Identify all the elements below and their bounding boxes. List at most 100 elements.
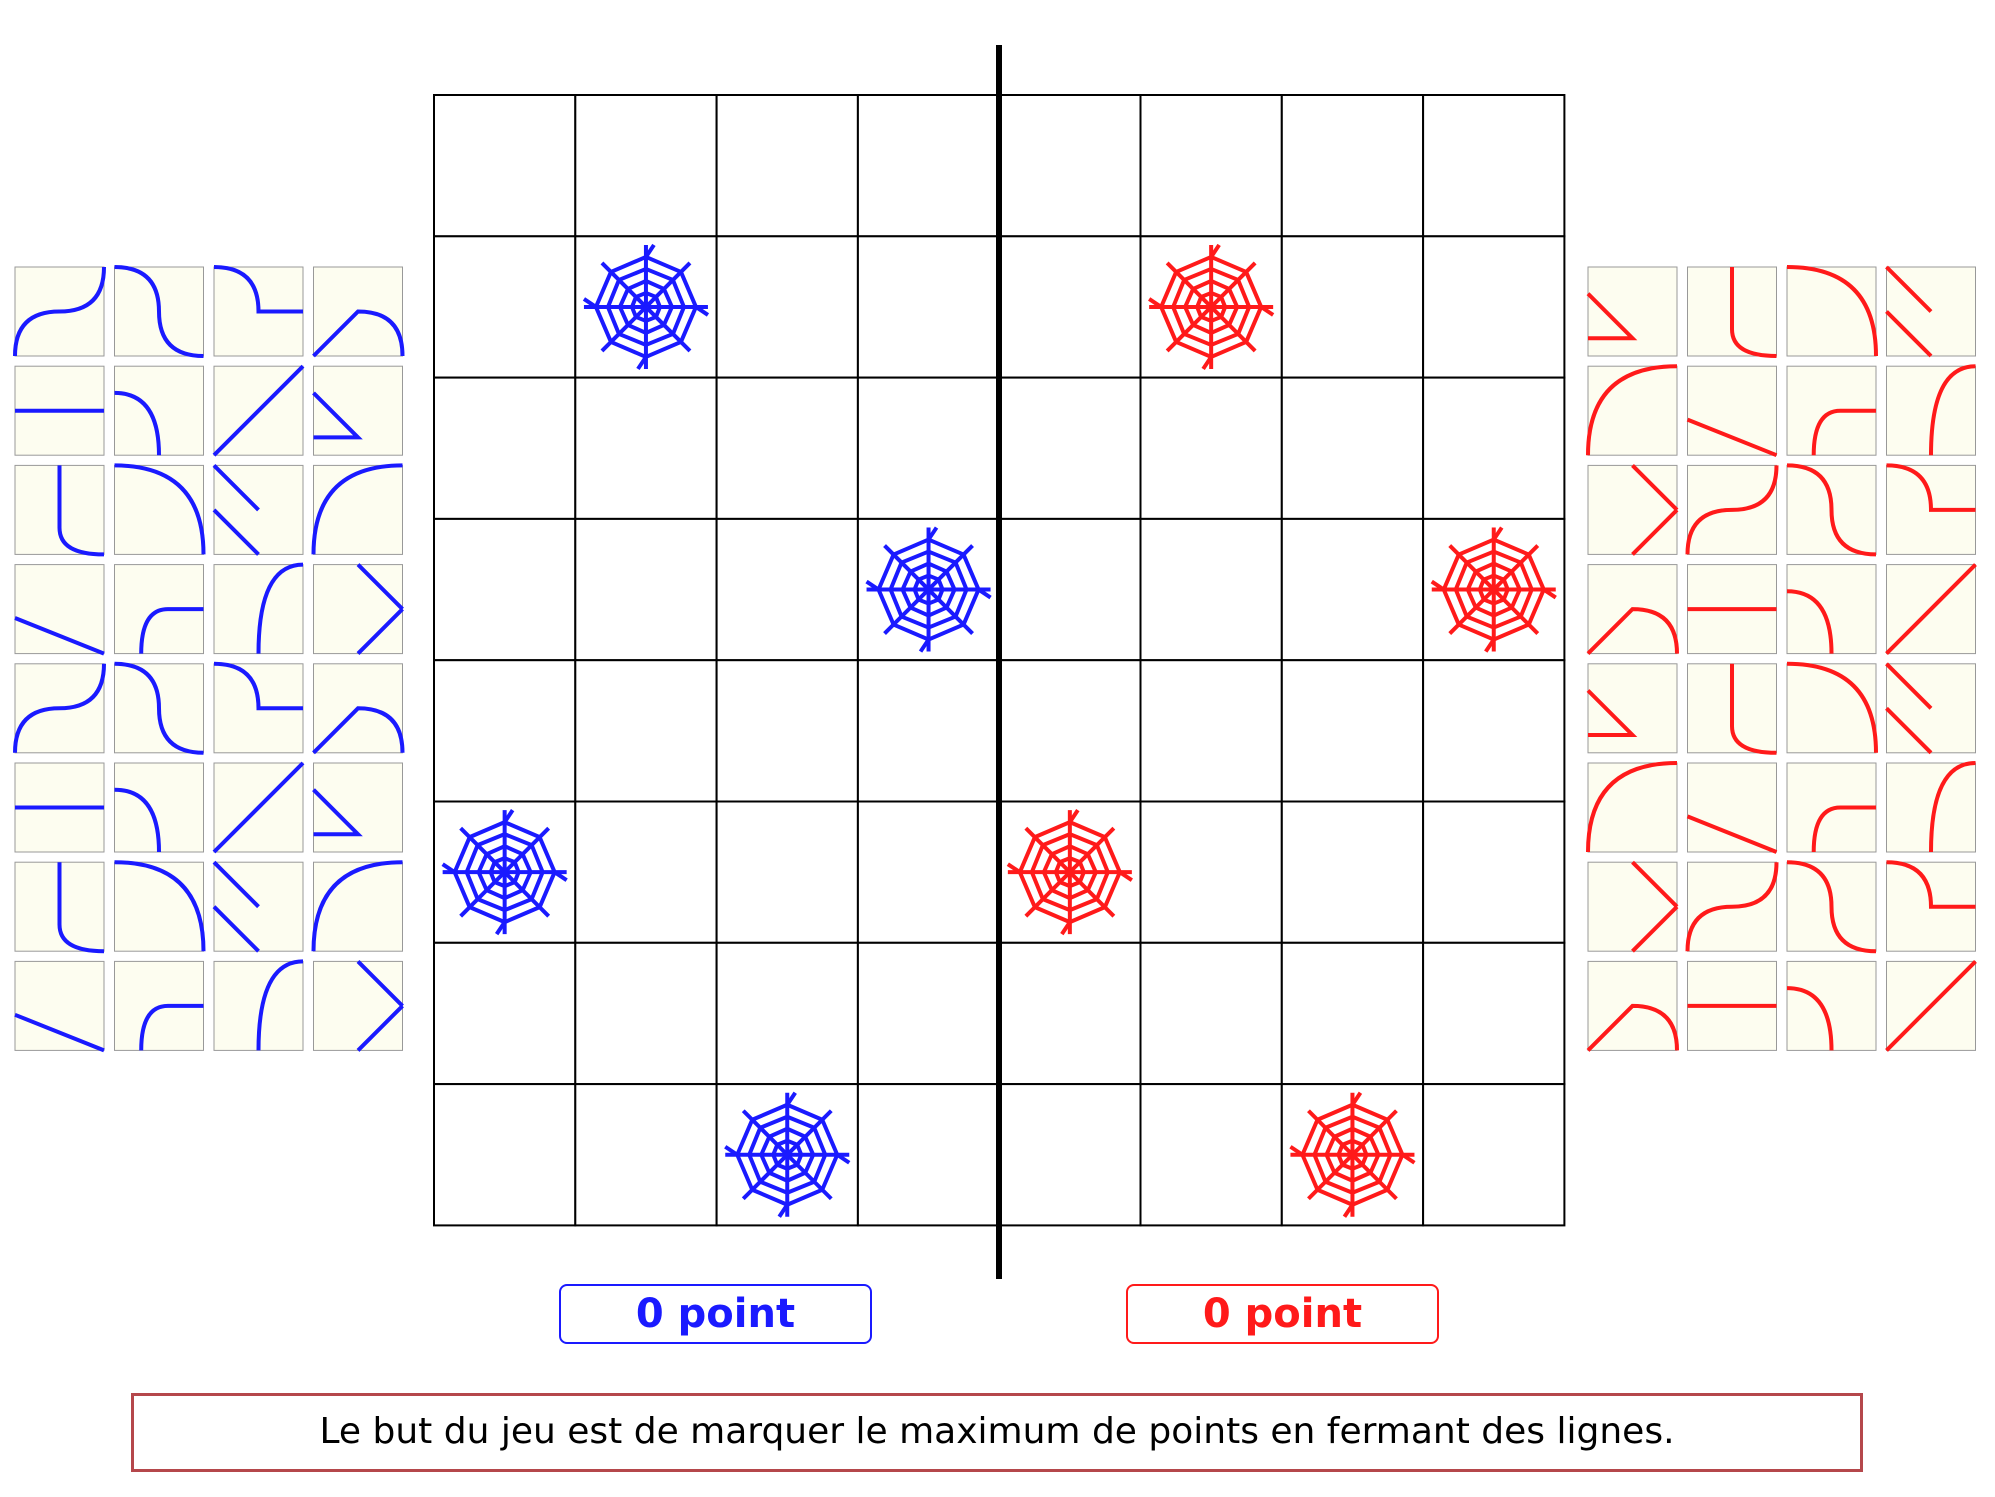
- tile-line: [1811, 408, 1876, 456]
- tile-line: [1586, 607, 1680, 656]
- tile-path: [12, 266, 107, 357]
- board-cell: [1422, 1083, 1566, 1227]
- spider-web: [440, 808, 569, 937]
- tile-path: [312, 788, 363, 837]
- board-cell: [856, 1083, 1001, 1227]
- blue-score: 0 point: [559, 1284, 872, 1344]
- board-cell: [1139, 659, 1283, 803]
- board-cell: [1422, 800, 1566, 944]
- board-cell: [715, 94, 859, 238]
- tile: [313, 762, 403, 853]
- tile-line: [114, 661, 204, 755]
- tile-path: [1631, 463, 1679, 556]
- tile-line: [356, 959, 404, 1052]
- tile-path: [1586, 1003, 1680, 1052]
- tile-line: [114, 787, 162, 853]
- tile-line: [114, 860, 206, 952]
- tile-path: [57, 465, 105, 557]
- tile-path: [312, 309, 405, 358]
- tile-line: [1729, 663, 1777, 755]
- tile-path: [1686, 814, 1778, 854]
- tile-line: [139, 607, 204, 654]
- tile-line: [14, 1012, 105, 1053]
- tile-line: [256, 959, 304, 1051]
- board-cell: [574, 800, 718, 944]
- tile-line: [1886, 463, 1976, 512]
- tile-path: [139, 607, 204, 654]
- tile-path: [14, 616, 105, 656]
- tile: [1786, 266, 1877, 357]
- tile-path: [114, 264, 204, 359]
- tile-line: [311, 860, 403, 952]
- tile-line: [57, 465, 105, 557]
- board-cell: [1139, 94, 1283, 238]
- board-cell: [433, 941, 577, 1086]
- tile-line: [1585, 364, 1678, 456]
- tile-line: [212, 463, 260, 556]
- board-cell: [856, 376, 1001, 520]
- tile-line: [1685, 862, 1779, 952]
- tile-path: [256, 562, 304, 654]
- tile-path: [1885, 662, 1933, 755]
- board-cell: [856, 800, 1001, 944]
- tile-line: [1786, 661, 1879, 753]
- tile-path: [312, 706, 405, 755]
- tile: [1587, 762, 1678, 853]
- board-cell: [574, 94, 718, 238]
- tile: [1587, 861, 1678, 952]
- tile-path: [114, 463, 206, 555]
- tile-path: [114, 787, 162, 853]
- tile-path: [213, 264, 303, 314]
- spider-web: [1005, 808, 1134, 937]
- board-cell: [574, 941, 718, 1086]
- tile-path: [139, 1003, 204, 1051]
- tile-path: [1886, 463, 1976, 512]
- tile-path: [1585, 364, 1678, 456]
- board-cell: [856, 941, 1001, 1086]
- tile: [313, 365, 403, 456]
- tile-path: [311, 860, 403, 952]
- tile-line: [1885, 265, 1933, 358]
- tile-path: [1685, 465, 1779, 555]
- tile-path: [1685, 862, 1779, 952]
- tile-line: [12, 663, 107, 753]
- tile-line: [1885, 662, 1933, 755]
- tile-line: [1885, 959, 1977, 1052]
- tile-line: [1786, 860, 1877, 954]
- board-cell: [1139, 517, 1283, 662]
- tile-line: [1586, 689, 1638, 738]
- spider-web: [1288, 1090, 1417, 1219]
- tile-line: [212, 364, 305, 457]
- board-cell: [574, 659, 718, 803]
- message: Le but du jeu est de marquer le maximum …: [131, 1393, 1863, 1472]
- tile-line: [1631, 860, 1679, 953]
- tile-line: [1885, 563, 1977, 656]
- board-cell: [433, 94, 577, 238]
- tile-line: [57, 862, 105, 954]
- board-cell: [574, 376, 718, 520]
- board-cell: [1422, 94, 1566, 238]
- tile-path: [1786, 463, 1877, 557]
- board-cell: [1280, 376, 1425, 520]
- tile-line: [1586, 292, 1638, 341]
- spider-web: [1429, 525, 1558, 654]
- tile-path: [356, 563, 404, 656]
- tile-path: [1586, 689, 1638, 738]
- tile-path: [14, 1012, 105, 1053]
- tile: [114, 464, 204, 555]
- tile-path: [1885, 563, 1977, 656]
- board-cell: [1422, 941, 1566, 1086]
- board-cell: [1280, 941, 1425, 1086]
- board-cell: [1139, 941, 1283, 1086]
- board-cell: [998, 376, 1142, 520]
- board-cell: [1280, 659, 1425, 803]
- tile-line: [1786, 463, 1877, 557]
- tile-path: [212, 860, 260, 953]
- board-cell: [574, 1083, 718, 1227]
- tile-path: [1586, 607, 1680, 656]
- tile-path: [1811, 408, 1876, 456]
- tile: [1687, 762, 1777, 853]
- tile-path: [356, 959, 404, 1052]
- board-cell: [433, 1083, 577, 1227]
- board-cell: [998, 517, 1142, 662]
